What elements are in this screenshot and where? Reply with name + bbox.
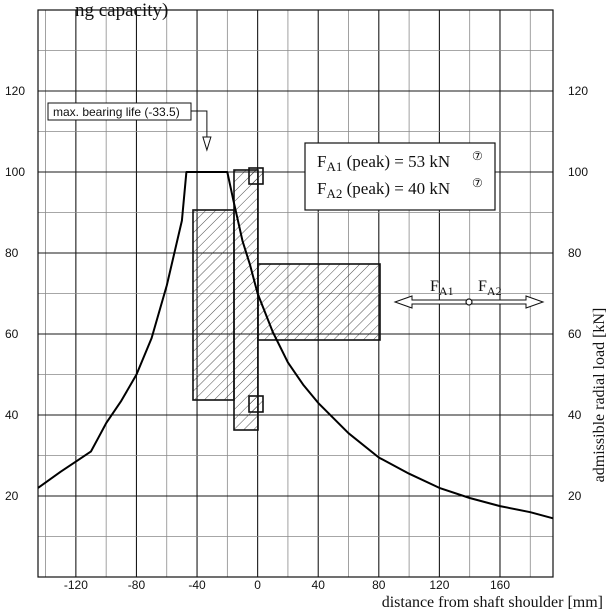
force-direction-label: FA1 [430,278,454,298]
y-tick-label-left: 20 [5,489,19,503]
y-tick-label-left: 120 [5,84,25,98]
x-tick-label: 40 [312,578,326,592]
force-origin-point [465,298,473,306]
header-fragment: ng capacity) [75,0,168,21]
max-life-leader [191,110,208,138]
y-tick-label-left: 40 [5,408,19,422]
x-tick-label: -120 [64,578,88,592]
peak-load-label: FA2 (peak) = 40 kN [317,179,450,201]
bearing-ring-right [233,169,259,431]
y-axis-title: admissible radial load [kN] [591,308,608,483]
force-direction-label: FA2 [478,278,502,298]
y-tick-label-right: 60 [568,327,582,341]
y-tick-label-right: 100 [568,165,588,179]
x-tick-label: 120 [429,578,449,592]
ring-flange-top [248,167,264,185]
y-tick-label-left: 100 [5,165,25,179]
y-tick-label-left: 60 [5,327,19,341]
max-life-label: max. bearing life (-33.5) [53,105,180,119]
max-life-arrowhead [202,136,212,152]
x-axis-title: distance from shaft shoulder [mm] [382,594,603,610]
y-tick-labels-right: 20 40 60 80 100 120 [568,84,588,503]
y-tick-label-right: 40 [568,408,582,422]
footnote-mark: ⑦ [472,176,483,190]
y-tick-label-left: 80 [5,246,19,260]
peak-load-label: FA1 (peak) = 53 kN [317,152,450,174]
y-tick-label-right: 120 [568,84,588,98]
arrow-right [470,295,545,309]
x-tick-label: -80 [128,578,146,592]
x-tick-label: 160 [490,578,510,592]
x-tick-label: 80 [372,578,386,592]
x-tick-labels: -120 -80 -40 0 40 80 120 160 [64,578,510,592]
bearing-ring-left [192,209,235,401]
plot-frame [37,9,554,578]
x-tick-label: 0 [254,578,261,592]
load-curve-layer [37,171,554,520]
y-tick-label-right: 20 [568,489,582,503]
load-curve [37,171,554,520]
chart-grid [37,9,554,578]
footnote-mark: ⑦ [472,149,483,163]
shaft-bearing-drawing [192,167,381,431]
x-tick-label: -40 [188,578,206,592]
peak-load-box [304,142,496,211]
annotations: max. bearing life (-33.5) FA1 (peak) = 53… [47,102,545,309]
y-tick-label-right: 80 [568,246,582,260]
arrow-left [393,295,468,309]
y-tick-labels-left: 20 40 60 80 100 120 [5,84,25,503]
ring-flange-bottom [248,395,264,413]
shaft-body [257,263,381,341]
